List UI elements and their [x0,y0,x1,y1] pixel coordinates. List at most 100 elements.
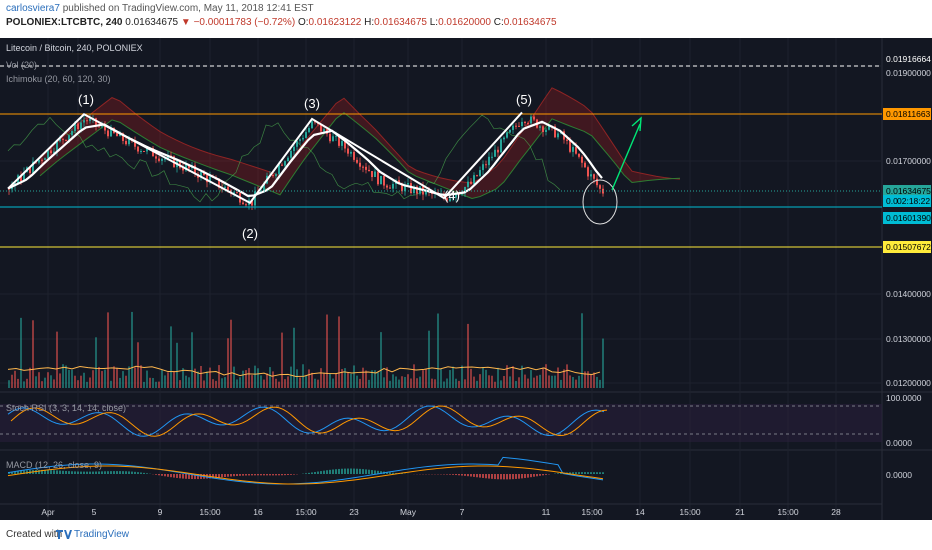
macd-hist-bar [11,472,13,474]
macd-hist-bar [242,474,244,476]
candle-body [509,129,511,133]
volume-bar [383,377,385,388]
macd-hist-bar [341,468,343,474]
volume-bar [368,379,370,388]
macd-hist-bar [122,471,124,474]
macd-hist-bar [176,474,178,478]
volume-bar [92,370,94,388]
volume-bar [158,381,160,388]
candle-body [425,189,427,195]
candle-body [137,146,139,152]
tradingview-brand[interactable]: TradingView [74,529,130,540]
macd-hist-bar [335,469,337,474]
volume-bar [467,323,469,388]
macd-hist-bar [125,471,127,474]
volume-bar [590,374,592,388]
macd-hist-bar [92,471,94,474]
candle-body [158,158,160,161]
volume-bar [371,370,373,388]
macd-hist-bar [521,474,523,479]
candle-body [542,126,544,132]
down-arrow-icon: ▼ [180,17,191,28]
candle-body [518,125,520,127]
volume-bar [380,332,382,388]
candle-body [59,138,61,142]
volume-bar [572,377,574,388]
candle-body [311,121,313,129]
volume-bar [422,370,424,388]
chart-area[interactable]: (1) (2) (3) (4) (5) 0.01900000 0.01700000 0.01… [0,38,932,520]
candle-body [482,164,484,171]
volume-bar [410,378,412,388]
macd-hist-bar [191,474,193,480]
volume-bar [236,379,238,388]
projection-arrow-head [631,116,642,132]
volume-bar [248,368,250,388]
volume-bar [404,376,406,388]
chart-svg[interactable]: (1)(2)(3)(4)(5) 0.019000000.017000000.01… [0,38,932,520]
volume-bar [26,378,28,388]
macd-hist-bar [131,471,133,474]
macd-hist-bar [44,469,46,474]
macd-hist-bar [89,471,91,474]
candle-body [89,118,91,121]
candle-body [464,187,466,194]
macd-hist-bar [581,472,583,474]
candle-body [206,175,208,183]
volume-bar [545,364,547,388]
volume-bar [11,374,13,388]
volume-bar [98,367,100,388]
candle-body [155,156,157,159]
candle-body [485,164,487,166]
price-label-bg [883,241,931,253]
candle-body [95,118,97,126]
candle-body [146,148,148,152]
price-label: 0.01811663 [886,109,931,119]
candle-body [44,158,46,160]
candle-body [527,123,529,125]
volume-bar [20,317,22,388]
signal-line [7,465,604,485]
volume-bar [494,381,496,388]
candle-body [125,140,127,145]
volume-bar [320,368,322,388]
candle-body [236,192,238,194]
candle-body [392,183,394,189]
candle-body [227,186,229,191]
macd-hist-bar [293,474,295,475]
candle-body [65,139,67,141]
volume-bar [290,366,292,388]
macd-hist-bar [194,474,196,480]
volume-bar [287,376,289,388]
time-axis: Apr 5 9 15:00 16 15:00 23 May 7 11 15:00 14 15:00 21 1… [0,503,882,517]
macd-hist-bar [458,474,460,476]
macd-hist-bar [449,474,451,475]
candle-body [41,159,43,161]
created-with: Created with [6,529,63,540]
candle-body [335,135,337,137]
candle-body [350,151,352,154]
candle-body [590,174,592,177]
grid [0,38,882,520]
volume-bar [203,380,205,388]
macd-hist-bar [560,472,562,474]
candle-body [374,171,376,178]
volume-bar [209,367,211,388]
candle-body [539,126,541,128]
volume-bar [449,370,451,388]
candle-body [416,186,418,194]
volume-bar [329,373,331,388]
macd-hist-bar [47,469,49,474]
time-tick: 28 [831,507,841,517]
candle-body [596,178,598,186]
candle-body [353,151,355,160]
macd-hist-bar [167,474,169,477]
volume-bar [314,378,316,388]
volume-bar [71,369,73,388]
volume-bar [251,375,253,388]
macd-hist-bar [83,471,85,474]
time-tick: 15:00 [777,507,799,517]
candle-body [329,133,331,142]
author-link[interactable]: carlosviera7 [6,3,60,14]
volume-bar [305,376,307,388]
